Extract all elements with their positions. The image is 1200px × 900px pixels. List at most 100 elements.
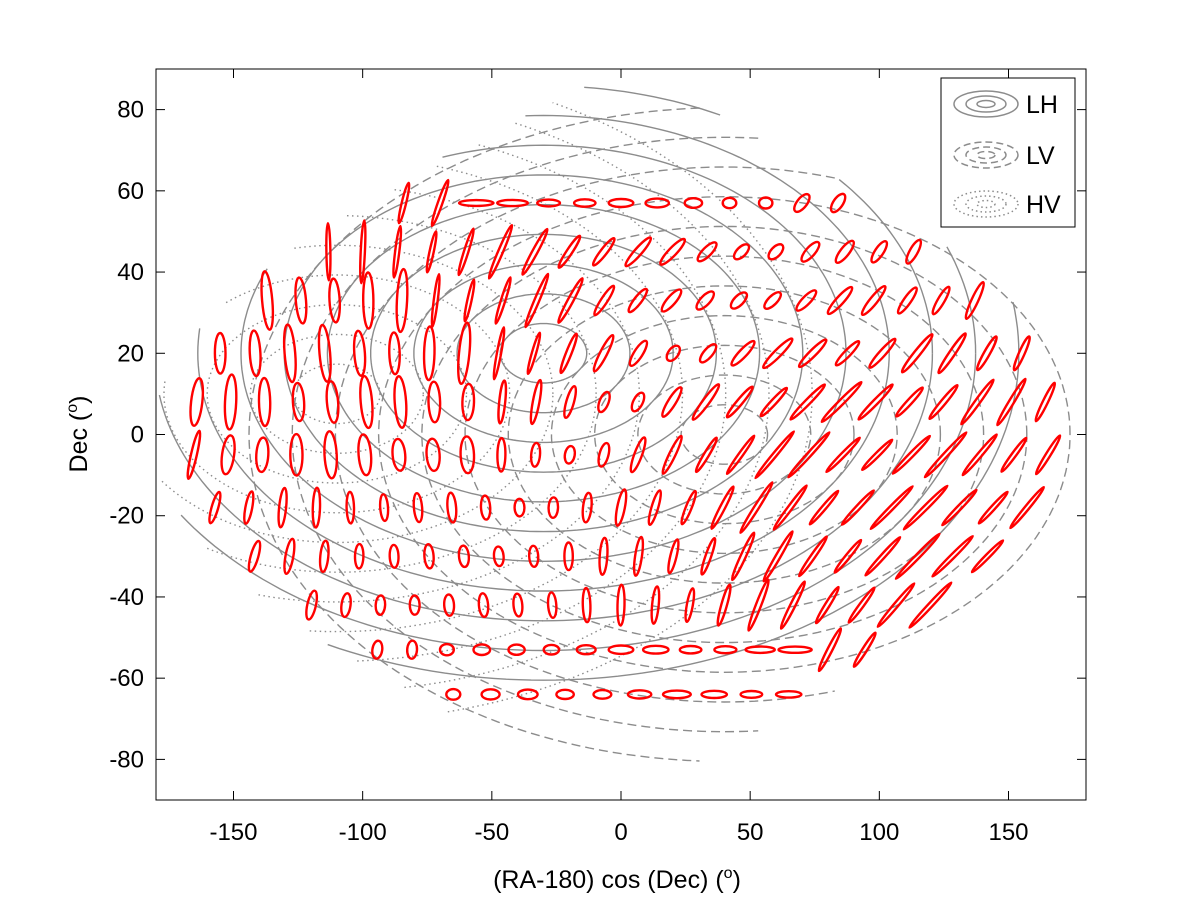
contour-hv [512, 121, 770, 394]
error-ellipse [513, 497, 526, 518]
error-ellipse [650, 585, 661, 625]
error-ellipse [894, 386, 925, 418]
error-ellipse [667, 538, 680, 575]
error-ellipse [626, 689, 653, 700]
x-tick-label: -150 [209, 819, 257, 846]
contour-hv [476, 143, 727, 394]
error-ellipse [928, 383, 959, 421]
error-ellipse [894, 532, 941, 580]
error-ellipse [777, 645, 813, 655]
error-ellipse [392, 224, 403, 279]
error-ellipse [787, 431, 831, 479]
error-ellipse [744, 645, 777, 655]
error-ellipse [1034, 434, 1062, 476]
error-ellipse [772, 484, 808, 531]
error-ellipse [725, 385, 754, 419]
contour-hv [249, 333, 424, 454]
x-tick-label: 50 [737, 819, 764, 846]
error-ellipse [710, 485, 735, 530]
error-ellipse [774, 690, 803, 699]
error-ellipse [461, 382, 476, 422]
error-ellipse [789, 383, 827, 421]
error-ellipse [311, 486, 322, 529]
error-ellipse [526, 331, 542, 376]
legend-entry-lv: LV [953, 141, 1055, 170]
error-ellipse [1000, 436, 1028, 473]
error-ellipse [430, 273, 441, 328]
error-ellipse [793, 192, 811, 214]
error-ellipse [494, 276, 512, 325]
error-ellipse [282, 323, 297, 384]
error-ellipse [739, 481, 774, 535]
error-ellipse [457, 198, 495, 208]
error-ellipse [754, 430, 796, 480]
error-ellipse [445, 687, 462, 701]
error-ellipse [847, 586, 876, 624]
contour-hv [291, 244, 554, 394]
error-ellipse [678, 644, 703, 655]
y-tick-label: -80 [109, 746, 144, 773]
error-ellipse [996, 377, 1027, 427]
y-tick-label: 80 [117, 97, 144, 124]
error-ellipse [563, 444, 577, 465]
error-ellipse [762, 530, 794, 583]
error-ellipse [826, 285, 854, 316]
error-ellipse [716, 583, 732, 627]
error-ellipse [318, 539, 330, 574]
y-tick-label: -20 [109, 503, 144, 530]
error-ellipse [591, 237, 616, 267]
error-ellipse [900, 333, 934, 374]
error-ellipse [700, 536, 717, 576]
error-ellipse [797, 535, 829, 578]
error-ellipse [864, 535, 902, 577]
error-ellipse [593, 284, 616, 317]
error-ellipse [659, 237, 687, 266]
error-ellipse [797, 338, 828, 369]
error-ellipse [371, 639, 384, 660]
y-axis-label-text: Dec ( [65, 412, 93, 472]
error-ellipse [220, 434, 236, 476]
error-ellipse [542, 643, 561, 656]
error-ellipse [870, 240, 889, 264]
error-ellipse [800, 240, 821, 263]
error-ellipse [627, 287, 649, 314]
y-tick-label: -60 [109, 665, 144, 692]
error-ellipse [857, 383, 894, 421]
error-ellipse [759, 386, 789, 418]
error-ellipse [353, 542, 365, 570]
error-ellipse [563, 541, 575, 572]
error-ellipse [393, 375, 408, 429]
error-ellipse [352, 329, 367, 377]
error-ellipse [630, 391, 646, 413]
error-ellipse [391, 437, 407, 472]
error-ellipse [876, 582, 916, 628]
legend-swatch-dotted [953, 190, 1019, 218]
legend-label-lv: LV [1026, 142, 1055, 170]
error-ellipse [438, 642, 456, 657]
error-ellipse [243, 490, 255, 525]
contour-lh [456, 293, 631, 414]
error-ellipse [559, 332, 579, 375]
error-ellipse [1009, 485, 1046, 530]
x-axis-label-degree: o [724, 865, 733, 882]
error-ellipse [732, 243, 751, 261]
error-ellipse [725, 434, 756, 476]
error-ellipse [496, 436, 507, 473]
error-ellipse [762, 337, 794, 370]
contour-lv [637, 374, 812, 495]
error-ellipse [698, 343, 718, 364]
error-ellipse [378, 493, 390, 523]
error-ellipse [572, 198, 597, 208]
x-axis-label: (RA-180) cos (Dec) (o) [493, 865, 741, 894]
error-ellipse [961, 433, 999, 477]
error-ellipse [829, 192, 847, 214]
error-ellipse [629, 436, 647, 474]
error-ellipse [869, 485, 914, 531]
legend-label-hv: HV [1026, 191, 1061, 219]
error-ellipse [694, 436, 719, 474]
contour-lh [327, 353, 1020, 681]
contour-lh [326, 203, 761, 503]
error-ellipse [661, 434, 683, 475]
error-ellipse [730, 531, 756, 582]
